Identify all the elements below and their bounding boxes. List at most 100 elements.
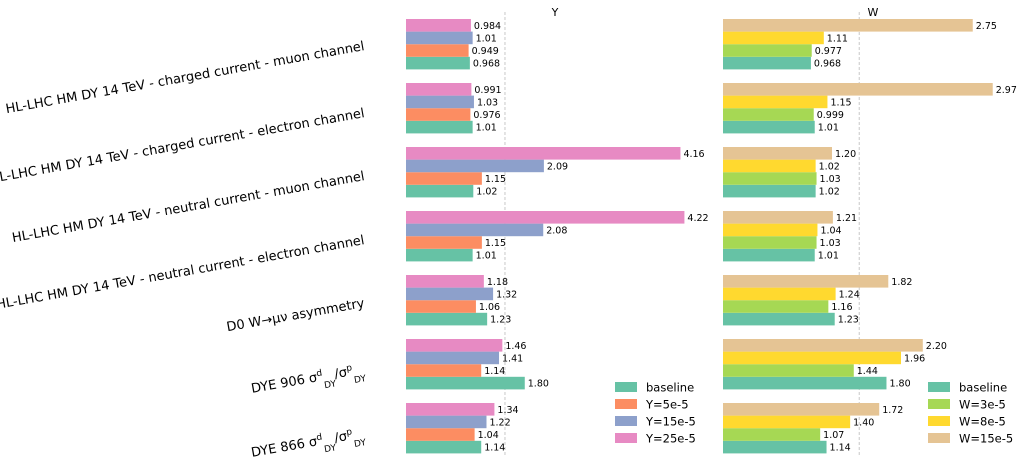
legend-swatch-baseline (615, 382, 637, 392)
bar-w-15e-5-5 (723, 275, 889, 288)
bar-w-15e-5-1 (723, 19, 973, 32)
data-label-w-8e-5-5: 1.24 (839, 289, 860, 300)
legend-label-w-15e-5: W=15e-5 (959, 432, 1013, 446)
data-label-y-5e-5-2: 0.976 (473, 110, 500, 121)
data-label-y-5e-5-4: 1.15 (485, 238, 506, 249)
data-label-y-15e-5-3: 2.09 (547, 161, 568, 172)
data-label-w-8e-5-2: 1.15 (830, 97, 851, 108)
bar-y-15e-5-7 (406, 415, 487, 429)
bar-w-3e-5-2 (723, 108, 814, 121)
data-label-w-8e-5-3: 1.02 (819, 161, 840, 172)
data-label-w-3e-5-2: 0.999 (817, 110, 844, 121)
panel-title: Y (551, 6, 559, 19)
bar-y-25e-5-7 (406, 403, 495, 416)
legend-label-baseline: baseline (646, 381, 694, 395)
bar-y-5e-5-5 (406, 300, 476, 313)
data-label-w-15e-5-6: 2.20 (926, 341, 947, 352)
data-label-y-5e-5-1: 0.949 (472, 46, 499, 57)
data-label-w-15e-5-5: 1.82 (891, 277, 912, 288)
legend-swatch-w-15e-5 (928, 433, 950, 443)
data-label-y-5e-5-6: 1.14 (484, 366, 505, 377)
data-label-w-3e-5-1: 0.977 (815, 46, 842, 57)
data-label-w-3e-5-5: 1.16 (831, 302, 852, 313)
bar-baseline-2 (723, 120, 815, 134)
legend-swatch-y-15e-5 (615, 416, 637, 426)
data-label-w-15e-5-4: 1.21 (836, 213, 857, 224)
bar-w-8e-5-1 (723, 31, 824, 45)
bar-y-15e-5-5 (406, 287, 494, 301)
data-label-baseline-1: 0.968 (814, 59, 841, 70)
category-label-7: DYE 866 σd​DY​/σp​DY​ (250, 425, 367, 459)
bar-baseline-1 (406, 56, 470, 70)
bar-baseline-4 (406, 248, 473, 262)
bar-w-15e-5-2 (723, 83, 993, 96)
data-label-w-15e-5-2: 2.97 (996, 85, 1017, 96)
legend-swatch-baseline (928, 382, 950, 392)
category-label-1: HL-LHC HM DY 14 TeV - charged current - … (5, 39, 366, 117)
legend-label-baseline: baseline (959, 381, 1007, 395)
bar-baseline-4 (723, 248, 815, 262)
bar-y-25e-5-4 (406, 211, 685, 224)
legend-label-w-3e-5: W=3e-5 (959, 398, 1006, 412)
legend-swatch-y-25e-5 (615, 433, 637, 443)
data-label-w-8e-5-6: 1.96 (904, 353, 925, 364)
bar-y-5e-5-6 (406, 364, 482, 377)
bar-w-15e-5-6 (723, 339, 923, 352)
bar-y-15e-5-4 (406, 223, 544, 237)
bar-y-15e-5-1 (406, 31, 473, 45)
legend-label-y-5e-5: Y=5e-5 (645, 398, 689, 412)
bar-w-3e-5-4 (723, 236, 817, 249)
panel-y: Y0.9680.9491.010.9841.010.9761.030.9911.… (406, 6, 709, 456)
legend-label-y-25e-5: Y=25e-5 (645, 432, 696, 446)
data-label-y-25e-5-5: 1.18 (487, 277, 508, 288)
legend-swatch-y-5e-5 (615, 399, 637, 409)
data-label-w-3e-5-6: 1.44 (857, 366, 878, 377)
category-label-6: DYE 906 σd​DY​/σp​DY​ (250, 361, 367, 404)
bar-w-8e-5-5 (723, 287, 836, 301)
panel-w: W 0.968 0.977 1.11 2.75 1.01 0.999 1.15 2.97 1.02… (723, 6, 1017, 456)
data-label-baseline-1: 0.968 (473, 59, 500, 70)
data-label-baseline-4: 1.01 (476, 251, 497, 262)
data-label-w-3e-5-7: 1.07 (823, 430, 844, 441)
category-label-2: HL-LHC HM DY 14 TeV - charged current - … (0, 106, 366, 187)
bar-y-25e-5-5 (406, 275, 484, 288)
data-label-y-5e-5-5: 1.06 (479, 302, 500, 313)
data-label-y-25e-5-6: 1.46 (505, 341, 526, 352)
data-label-baseline-6: 1.80 (889, 379, 910, 390)
bar-y-25e-5-6 (406, 339, 503, 352)
bar-baseline-3 (723, 184, 816, 198)
data-label-y-5e-5-3: 1.15 (485, 174, 506, 185)
data-label-baseline-3: 1.02 (819, 187, 840, 198)
data-label-baseline-3: 1.02 (476, 187, 497, 198)
data-label-w-3e-5-3: 1.03 (820, 174, 841, 185)
bar-y-5e-5-2 (406, 108, 471, 121)
data-label-y-5e-5-7: 1.04 (478, 430, 499, 441)
bar-w-15e-5-4 (723, 211, 833, 224)
category-label-4: HL-LHC HM DY 14 TeV - neutral current - … (0, 233, 366, 313)
data-label-y-15e-5-2: 1.03 (477, 97, 498, 108)
data-label-w-15e-5-3: 1.20 (835, 149, 856, 160)
data-label-y-15e-5-4: 2.08 (546, 225, 567, 236)
bar-y-15e-5-3 (406, 159, 544, 173)
data-label-y-25e-5-3: 4.16 (683, 149, 704, 160)
bar-y-25e-5-3 (406, 147, 681, 160)
legend: baseline W=3e-5 W=8e-5 W=15e-5 (928, 381, 1013, 446)
bar-baseline-2 (406, 120, 473, 134)
data-label-baseline-2: 1.01 (818, 123, 839, 134)
bar-w-15e-5-7 (723, 403, 880, 416)
category-label-3: HL-LHC HM DY 14 TeV - neutral current - … (11, 169, 366, 246)
bar-y-15e-5-2 (406, 95, 474, 109)
data-label-w-8e-5-4: 1.04 (820, 225, 841, 236)
bar-y-15e-5-6 (406, 351, 500, 365)
data-label-baseline-5: 1.23 (838, 315, 859, 326)
data-label-y-15e-5-5: 1.32 (496, 289, 517, 300)
legend: baseline Y=5e-5 Y=15e-5 Y=25e-5 (615, 381, 696, 446)
legend-swatch-w-3e-5 (928, 399, 950, 409)
data-label-baseline-2: 1.01 (476, 123, 497, 134)
legend-label-w-8e-5: W=8e-5 (959, 415, 1006, 429)
bar-baseline-5 (723, 312, 835, 326)
bar-baseline-7 (406, 440, 482, 454)
data-label-w-3e-5-4: 1.03 (820, 238, 841, 249)
bar-y-5e-5-1 (406, 44, 469, 57)
